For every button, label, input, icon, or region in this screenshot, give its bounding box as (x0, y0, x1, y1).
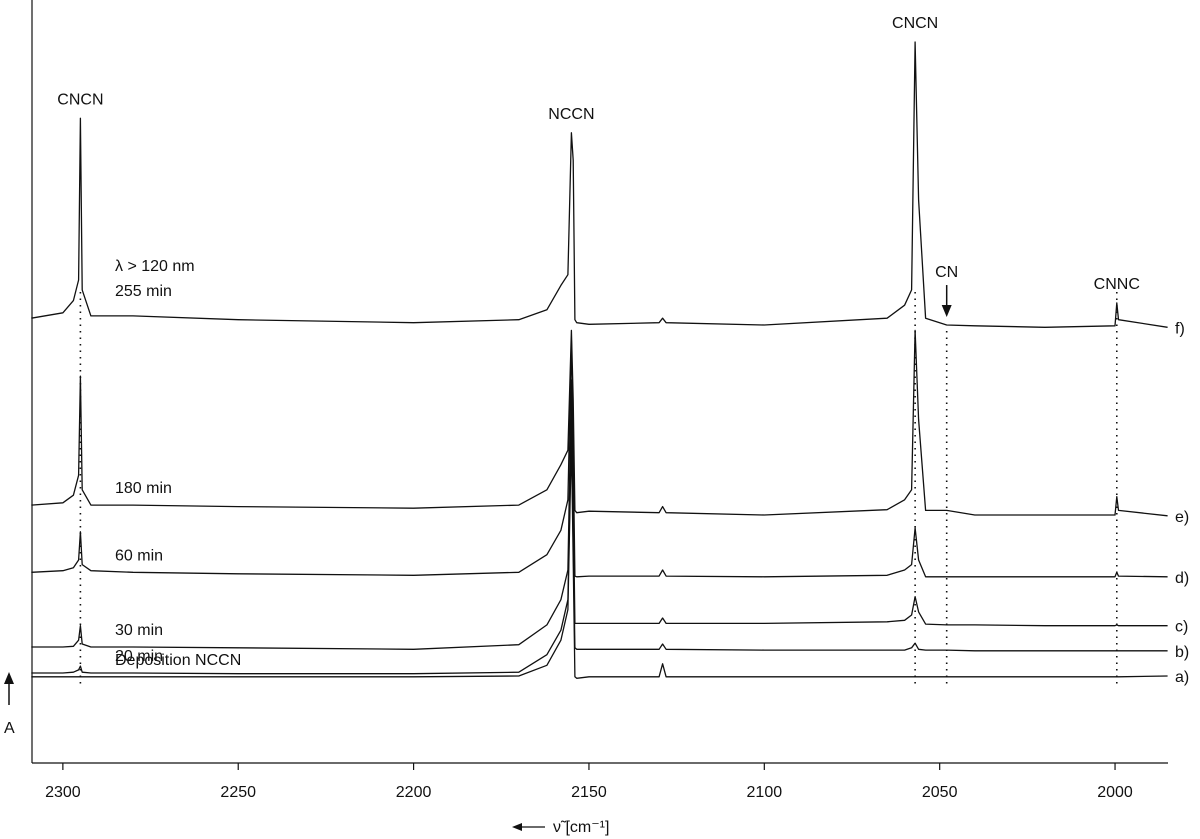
spectrum (31, 418, 1168, 675)
peak-arrow-head (941, 305, 952, 318)
spectrum (31, 329, 1168, 517)
series-label: c) (1175, 619, 1188, 636)
peak-label: NCCN (548, 106, 594, 123)
x-axis-label: ν̃ [cm⁻¹] (553, 819, 609, 836)
peak-label: CNCN (57, 91, 103, 108)
spectrum (31, 438, 1168, 679)
trace-label: 180 min (115, 480, 172, 497)
spectrum (31, 379, 1168, 650)
x-tick-label: 2100 (747, 784, 783, 801)
y-arrow-head (4, 672, 14, 684)
x-tick-label: 2300 (45, 784, 81, 801)
trace-label: 30 min (115, 622, 163, 639)
spectrum (31, 41, 1168, 328)
trace-label: 255 min (115, 283, 172, 300)
x-tick-label: 2150 (571, 784, 607, 801)
peak-label: CN (935, 264, 958, 281)
series-label: b) (1175, 644, 1189, 661)
trace-label: 20 min (115, 648, 163, 665)
spectrum (31, 339, 1168, 578)
x-tick-label: 2000 (1097, 784, 1133, 801)
trace-label: λ > 120 nm (115, 258, 195, 275)
series-label: e) (1175, 509, 1189, 526)
series-label: d) (1175, 570, 1189, 587)
x-tick-label: 2200 (396, 784, 432, 801)
series-label: a) (1175, 669, 1189, 686)
x-tick-label: 2250 (220, 784, 256, 801)
peak-label: CNCN (892, 15, 938, 32)
series-label: f) (1175, 320, 1185, 337)
x-tick-label: 2050 (922, 784, 958, 801)
y-axis-label: A (4, 720, 15, 737)
trace-label: Deposition NCCN (115, 652, 241, 669)
peak-label: CNNC (1094, 276, 1140, 293)
x-arrow-head (512, 823, 522, 831)
trace-label: 60 min (115, 547, 163, 564)
